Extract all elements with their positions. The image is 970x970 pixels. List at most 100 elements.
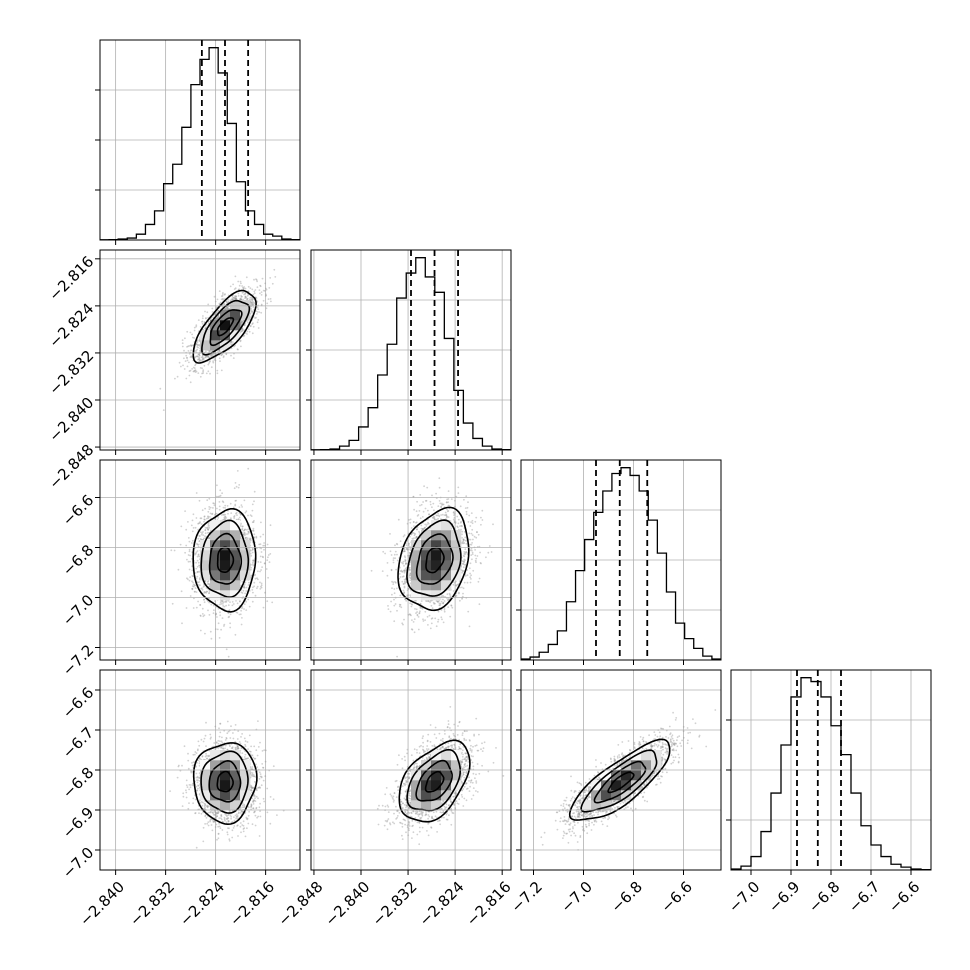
sample-point	[249, 538, 252, 541]
density-cell	[210, 560, 221, 571]
sample-point	[237, 280, 240, 283]
sample-point	[242, 291, 245, 294]
sample-point	[247, 328, 250, 331]
sample-point	[211, 353, 214, 356]
sample-point	[235, 295, 238, 298]
sample-point	[225, 300, 228, 303]
contour-1-0-2	[201, 299, 251, 356]
contour-1-0-3	[192, 289, 257, 364]
density-cell	[220, 550, 231, 561]
sample-point	[221, 514, 223, 516]
panel-frame	[99, 459, 301, 661]
sample-point	[199, 604, 202, 606]
sample-point	[231, 297, 234, 299]
density-cell	[240, 560, 251, 571]
sample-point	[255, 296, 257, 299]
sample-point	[242, 589, 245, 592]
sample-point	[203, 321, 206, 324]
sample-point	[475, 536, 478, 539]
sample-point	[195, 343, 198, 345]
sample-point	[222, 292, 224, 294]
sample-point	[178, 361, 181, 364]
sample-point	[260, 584, 263, 587]
sample-point	[219, 360, 221, 362]
sample-point	[240, 330, 243, 333]
sample-point	[227, 300, 230, 303]
sample-point	[242, 288, 245, 291]
sample-point	[222, 356, 225, 359]
sample-point	[199, 604, 202, 606]
sample-point	[251, 300, 254, 303]
sample-point	[224, 504, 227, 507]
sample-point	[190, 345, 193, 347]
sample-point	[196, 343, 199, 346]
sample-point	[207, 529, 210, 531]
y-tick-label-2-3: −6.6	[59, 491, 97, 529]
sample-point	[235, 485, 238, 488]
sample-point	[214, 353, 217, 355]
sample-point	[245, 590, 248, 592]
sample-point	[250, 298, 253, 301]
sample-point	[259, 535, 262, 538]
panel-frame	[99, 39, 301, 241]
sample-point	[159, 387, 162, 390]
sample-point	[204, 310, 206, 313]
sample-point	[246, 298, 249, 300]
sample-point	[221, 599, 224, 602]
sample-point	[184, 360, 187, 362]
sample-point	[252, 559, 255, 561]
sample-point	[224, 308, 227, 310]
sample-point	[188, 540, 191, 543]
sample-point	[446, 593, 449, 596]
sample-point	[256, 313, 258, 315]
sample-point	[218, 505, 221, 508]
sample-point	[419, 517, 422, 520]
sample-point	[235, 297, 238, 300]
sample-point	[253, 292, 256, 295]
sample-point	[186, 356, 188, 359]
sample-point	[239, 613, 242, 616]
sample-point	[420, 527, 423, 530]
sample-point	[234, 500, 237, 502]
sample-point	[243, 324, 246, 326]
sample-point	[191, 580, 193, 583]
density-cell	[220, 540, 231, 551]
sample-point	[247, 584, 250, 586]
sample-point	[217, 517, 220, 519]
sample-point	[257, 578, 259, 581]
sample-point	[265, 307, 268, 310]
sample-point	[213, 600, 216, 602]
sample-point	[427, 624, 429, 626]
sample-point	[472, 569, 475, 572]
sample-point	[193, 367, 196, 369]
sample-point	[466, 569, 469, 571]
sample-point	[195, 606, 198, 609]
sample-point	[203, 364, 206, 367]
sample-point	[437, 514, 440, 517]
sample-point	[190, 355, 193, 357]
y-tick-label-1-0: −2.848	[45, 441, 97, 493]
sample-point	[206, 526, 209, 529]
sample-point	[396, 559, 399, 562]
sample-point	[430, 622, 433, 625]
sample-point	[208, 614, 211, 616]
sample-point	[204, 526, 207, 529]
sample-point	[243, 586, 245, 589]
sample-point	[211, 513, 213, 515]
sample-point	[204, 580, 207, 582]
sample-point	[203, 591, 206, 593]
sample-point	[195, 551, 198, 554]
sample-point	[203, 520, 205, 523]
sample-point	[206, 581, 209, 583]
sample-point	[470, 578, 472, 580]
sample-point	[243, 499, 246, 502]
sample-point	[225, 599, 228, 602]
sample-point	[244, 592, 247, 595]
sample-point	[381, 570, 384, 572]
sample-point	[214, 513, 217, 515]
sample-point	[396, 553, 398, 556]
sample-point	[235, 297, 237, 300]
sample-point	[207, 363, 210, 366]
sample-point	[210, 349, 213, 352]
sample-point	[209, 506, 212, 509]
